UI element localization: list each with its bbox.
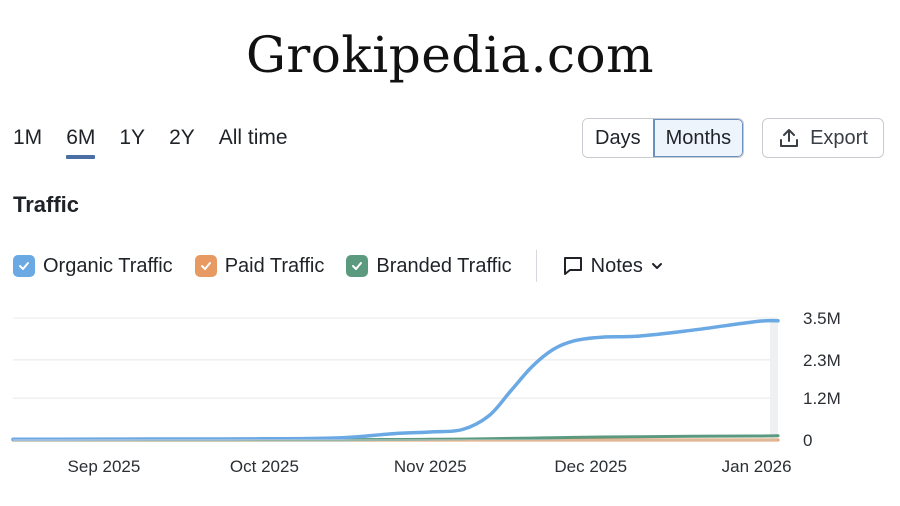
legend-branded[interactable]: Branded Traffic [346,254,512,278]
section-title: Traffic [13,192,80,217]
period-1y[interactable]: 1Y [119,126,146,149]
y-tick-label: 1.2M [803,389,841,408]
organic-series-line [11,318,780,442]
y-tick-label: 0 [803,431,812,450]
legend: Organic Traffic Paid Traffic Branded Tra… [13,250,665,282]
granularity-toggle: Days Months [582,118,745,158]
days-button[interactable]: Days [583,119,653,157]
check-icon [194,255,217,277]
legend-organic-label: Organic Traffic [43,254,173,277]
export-label: Export [810,126,868,149]
notes-dropdown[interactable]: Notes [561,254,665,278]
period-2y[interactable]: 2Y [169,126,195,149]
period-selector: 1M 6M 1Y 2Y All time [13,126,312,159]
legend-divider [535,250,537,282]
legend-branded-label: Branded Traffic [376,254,512,277]
check-icon [346,255,369,277]
chevron-down-icon [651,263,662,269]
legend-paid-label: Paid Traffic [224,254,325,277]
x-tick-label: Jan 2026 [722,457,792,476]
comment-icon [563,257,582,275]
period-1m[interactable]: 1M [13,126,43,149]
y-tick-label: 3.5M [803,309,841,328]
export-button[interactable]: Export [762,118,884,158]
check-icon [13,255,35,277]
traffic-chart: 0 1.2M 2.3M 3.5M Sep 2025 Oct 2025 Nov 2025 Dec… [11,309,841,476]
y-tick-label: 2.3M [803,351,841,370]
x-tick-label: Sep 2025 [68,457,141,476]
x-tick-label: Dec 2025 [554,457,627,476]
period-6m[interactable]: 6M [66,126,96,159]
x-tick-label: Oct 2025 [230,457,299,476]
period-all-time[interactable]: All time [218,126,288,149]
months-button[interactable]: Months [652,119,744,157]
hover-band [770,318,778,440]
page-title: Grokipedia.com [245,26,655,84]
upload-icon [780,129,799,147]
legend-organic[interactable]: Organic Traffic [13,255,173,278]
notes-label: Notes [590,254,643,277]
x-tick-label: Nov 2025 [394,457,467,476]
legend-paid[interactable]: Paid Traffic [194,254,325,278]
